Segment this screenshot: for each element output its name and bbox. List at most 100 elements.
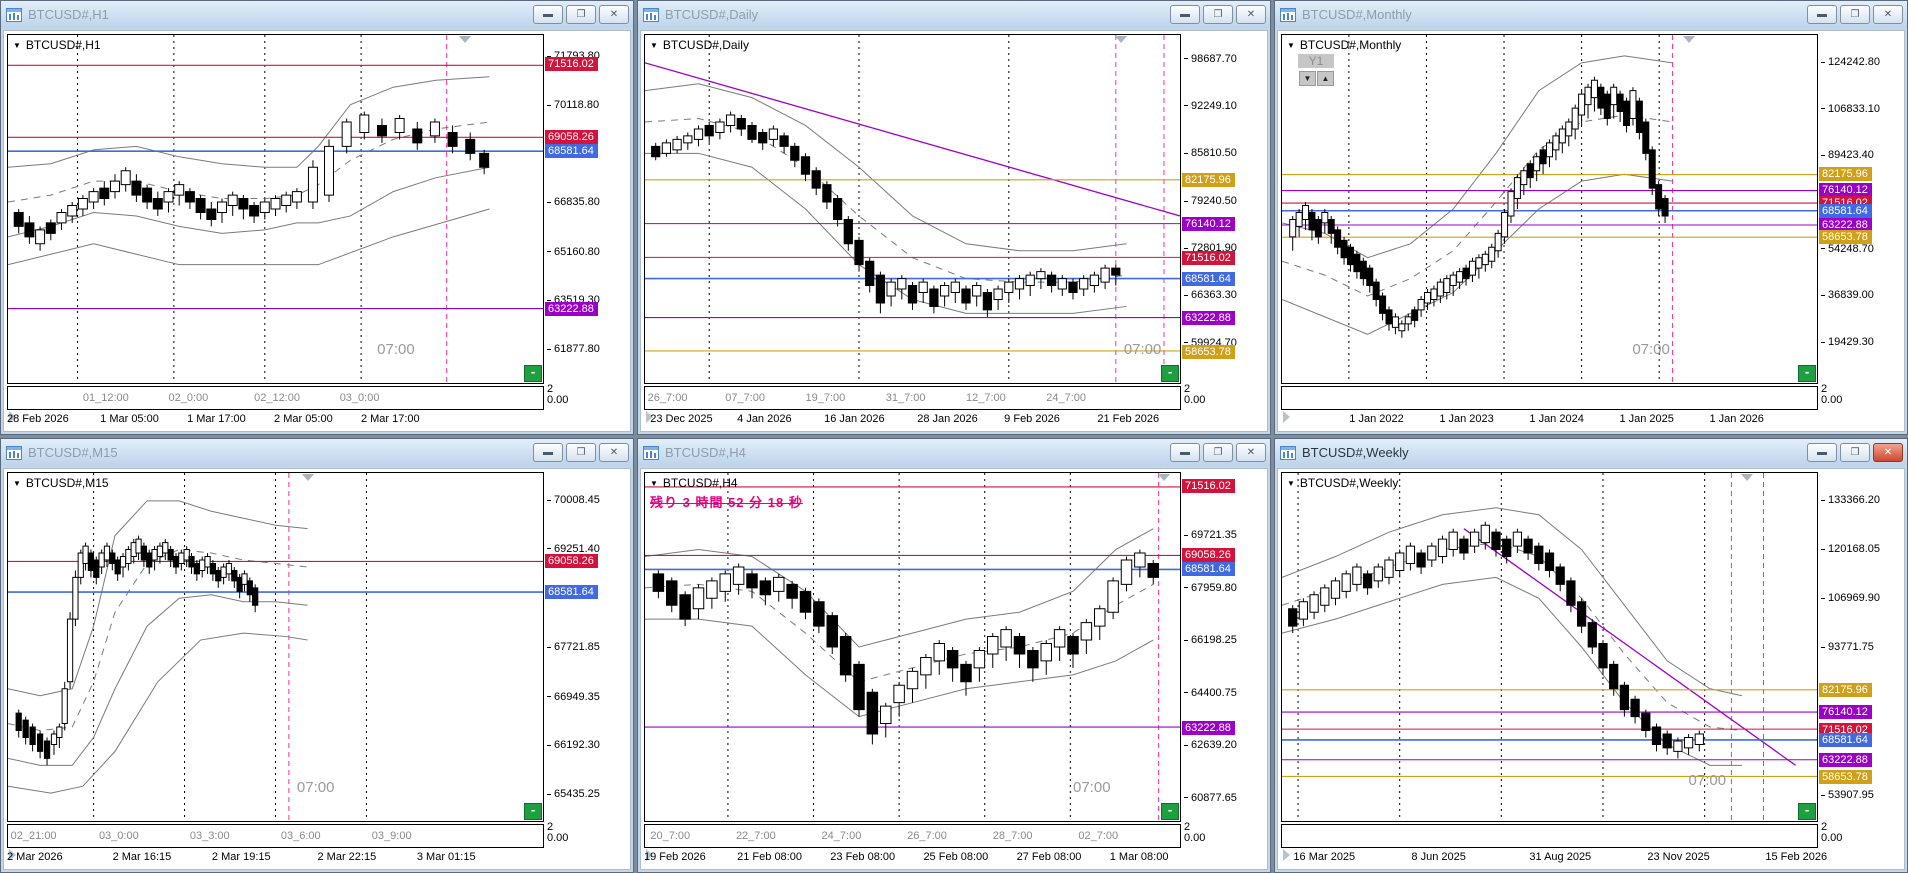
price-axis[interactable]: 70008.45 69251.40 67721.85 66949.35 66192.30… [544, 472, 628, 822]
minimize-button[interactable]: ▬ [1170, 5, 1200, 24]
window-titlebar[interactable]: BTCUSD#,H1 ▬ ❐ ✕ [1, 1, 633, 28]
window-titlebar[interactable]: BTCUSD#,Daily ▬ ❐ ✕ [638, 1, 1270, 28]
subwindow-scale-min: 0.00 [1821, 394, 1843, 406]
chart-window: BTCUSD#,H4 ▬ ❐ ✕ ▼ BTCUSD#,H4 07:00 - 残り [637, 438, 1271, 873]
chart-shift-marker-icon[interactable] [459, 36, 472, 43]
maximize-button[interactable]: ❐ [566, 5, 596, 24]
close-button[interactable]: ✕ [599, 443, 629, 462]
price-tick-label: 66949.35 [547, 691, 600, 703]
indicator-subwindow[interactable]: 26_7:00 07_7:00 19_7:00 31_7:00 12_7:00 24_7:… [644, 386, 1181, 410]
chart-window-icon [642, 7, 660, 23]
indicator-subwindow[interactable] [1281, 824, 1818, 848]
indicator-minimized-button[interactable]: - [524, 365, 542, 382]
symbol-label[interactable]: ▼ BTCUSD#,H1 [13, 38, 101, 52]
date-label: 2 Mar 22:15 [317, 851, 377, 863]
chart-plot-area[interactable]: ▼ BTCUSD#,M15 07:00 - [7, 472, 544, 822]
minimize-button[interactable]: ▬ [1170, 443, 1200, 462]
date-label: 2 Mar 05:00 [274, 413, 333, 425]
price-tick-label: 70008.45 [547, 494, 600, 506]
close-button[interactable]: ✕ [599, 5, 629, 24]
price-level-badge: 68581.64 [1819, 733, 1872, 748]
chart-plot-area[interactable]: ▼ BTCUSD#,Weekly 07:00 - [1281, 472, 1818, 822]
maximize-button[interactable]: ❐ [1203, 443, 1233, 462]
time-axis[interactable]: 19 Feb 2026 21 Feb 08:00 23 Feb 08:00 25 Fe… [644, 849, 1265, 868]
subwindow-scale: 2 0.00 [1181, 821, 1265, 848]
indicator-minimized-button[interactable]: - [1798, 803, 1816, 820]
chart-shift-marker-icon[interactable] [1157, 474, 1170, 481]
time-axis[interactable]: 16 Mar 2025 8 Jun 2025 31 Aug 2025 23 Nov 2… [1281, 849, 1902, 868]
indicator-subwindow[interactable]: 01_12:00 02_0:00 02_12:00 03_0:00 [7, 386, 544, 410]
price-level-badge: 58653.78 [1819, 770, 1872, 785]
chart-shift-marker-icon[interactable] [1741, 474, 1754, 481]
indicator-minimized-button[interactable]: - [524, 803, 542, 820]
symbol-label[interactable]: ▼ BTCUSD#,H4 [650, 476, 738, 490]
price-axis[interactable]: 133366.20 120168.05 106969.90 93771.75 53907… [1818, 472, 1902, 822]
maximize-button[interactable]: ❐ [1840, 443, 1870, 462]
session-label: 02_12:00 [254, 392, 300, 404]
price-axis[interactable]: 69721.35 67959.80 66198.25 64400.75 62639.20… [1181, 472, 1265, 822]
price-axis[interactable]: 98687.70 92249.10 85810.50 79240.50 72801.90… [1181, 34, 1265, 384]
minimize-icon: ▬ [1817, 8, 1827, 20]
price-axis[interactable]: 71793.80 70118.80 66835.80 65160.80 63519.30… [544, 34, 628, 384]
time-note: 07:00 [1688, 772, 1727, 790]
chart-plot-area[interactable]: ▼ BTCUSD#,Daily 07:00 - [644, 34, 1181, 384]
indicator-minimized-button[interactable]: - [1798, 365, 1816, 382]
indicator-subwindow[interactable]: 20_7:00 22_7:00 24_7:00 26_7:00 28_7:00 02_7:… [644, 824, 1181, 848]
symbol-label[interactable]: ▼ BTCUSD#,Daily [650, 38, 749, 52]
minimize-button[interactable]: ▬ [1807, 5, 1837, 24]
indicator-subwindow[interactable] [1281, 386, 1818, 410]
minimize-button[interactable]: ▬ [1807, 443, 1837, 462]
indicator-minimized-button[interactable]: - [1161, 365, 1179, 382]
chart-shift-marker-icon[interactable] [1682, 36, 1695, 43]
chart-plot-area[interactable]: ▼ BTCUSD#,H1 07:00 - [7, 34, 544, 384]
price-tick-label: 133366.20 [1821, 494, 1880, 506]
window-titlebar[interactable]: BTCUSD#,H4 ▬ ❐ ✕ [638, 439, 1270, 466]
indicator-minimized-button[interactable]: - [1161, 803, 1179, 820]
chart-shift-marker-icon[interactable] [301, 474, 314, 481]
symbol-label[interactable]: ▼ BTCUSD#,M15 [13, 476, 109, 490]
price-level-badge: 71516.02 [1182, 250, 1235, 265]
time-axis[interactable]: 28 Feb 2026 1 Mar 05:00 1 Mar 17:00 2 Mar 0… [7, 411, 628, 430]
candlestick-chart [8, 35, 543, 383]
maximize-button[interactable]: ❐ [566, 443, 596, 462]
chart-plot-area[interactable]: ▼ BTCUSD#,Monthly 07:00 - Y1 ▼ ▲ [1281, 34, 1818, 384]
close-button[interactable]: ✕ [1873, 5, 1903, 24]
window-title: BTCUSD#,Daily [665, 7, 759, 22]
date-label: 28 Jan 2026 [917, 413, 978, 425]
symbol-label[interactable]: ▼ BTCUSD#,Monthly [1287, 38, 1401, 52]
symbol-label[interactable]: ▼ BTCUSD#,Weekly [1287, 476, 1398, 490]
price-tick-label: 64400.75 [1184, 687, 1237, 699]
price-tick-label: 93771.75 [1821, 641, 1874, 653]
minimize-button[interactable]: ▬ [533, 5, 563, 24]
session-label: 24_7:00 [1046, 392, 1087, 404]
minimize-button[interactable]: ▬ [533, 443, 563, 462]
maximize-icon: ❐ [576, 446, 586, 458]
price-axis[interactable]: 124242.80 106833.10 89423.40 54248.70 36839.… [1818, 34, 1902, 384]
session-label: 22_7:00 [735, 830, 776, 842]
indicator-subwindow[interactable]: 02_21:00 03_0:00 03_3:00 03_6:00 03_9:00 [7, 824, 544, 848]
minimize-icon: ▬ [543, 446, 553, 458]
time-axis[interactable]: 1 Jan 2022 1 Jan 2023 1 Jan 2024 1 Jan 2025… [1281, 411, 1902, 430]
window-titlebar[interactable]: BTCUSD#,M15 ▬ ❐ ✕ [1, 439, 633, 466]
subwindow-scale-min: 0.00 [547, 832, 569, 844]
chart-shift-marker-icon[interactable] [1115, 36, 1128, 43]
maximize-button[interactable]: ❐ [1840, 5, 1870, 24]
window-title: BTCUSD#,M15 [28, 445, 118, 460]
chart-plot-area[interactable]: ▼ BTCUSD#,H4 07:00 - 残り 3 時間 52 分 18 秒 [644, 472, 1181, 822]
price-tick-label: 67959.80 [1184, 582, 1237, 594]
date-label: 1 Jan 2025 [1619, 413, 1674, 425]
time-axis[interactable]: 2 Mar 2026 2 Mar 16:15 2 Mar 19:15 2 Mar 22… [7, 849, 628, 868]
window-titlebar[interactable]: BTCUSD#,Monthly ▬ ❐ ✕ [1275, 1, 1907, 28]
close-button[interactable]: ✕ [1236, 5, 1266, 24]
scale-up-button[interactable]: ▲ [1317, 71, 1334, 86]
maximize-button[interactable]: ❐ [1203, 5, 1233, 24]
price-level-badge: 76140.12 [1819, 183, 1872, 198]
close-button[interactable]: ✕ [1236, 443, 1266, 462]
scale-down-button[interactable]: ▼ [1299, 71, 1316, 86]
window-titlebar[interactable]: BTCUSD#,Weekly ▬ ❐ ✕ [1275, 439, 1907, 466]
time-axis[interactable]: 23 Dec 2025 4 Jan 2026 16 Jan 2026 28 Jan 2… [644, 411, 1265, 430]
session-label: 03_0:00 [98, 830, 139, 842]
close-button[interactable]: ✕ [1873, 443, 1903, 462]
close-icon: ✕ [609, 8, 619, 20]
date-label: 27 Feb 08:00 [1016, 851, 1082, 863]
